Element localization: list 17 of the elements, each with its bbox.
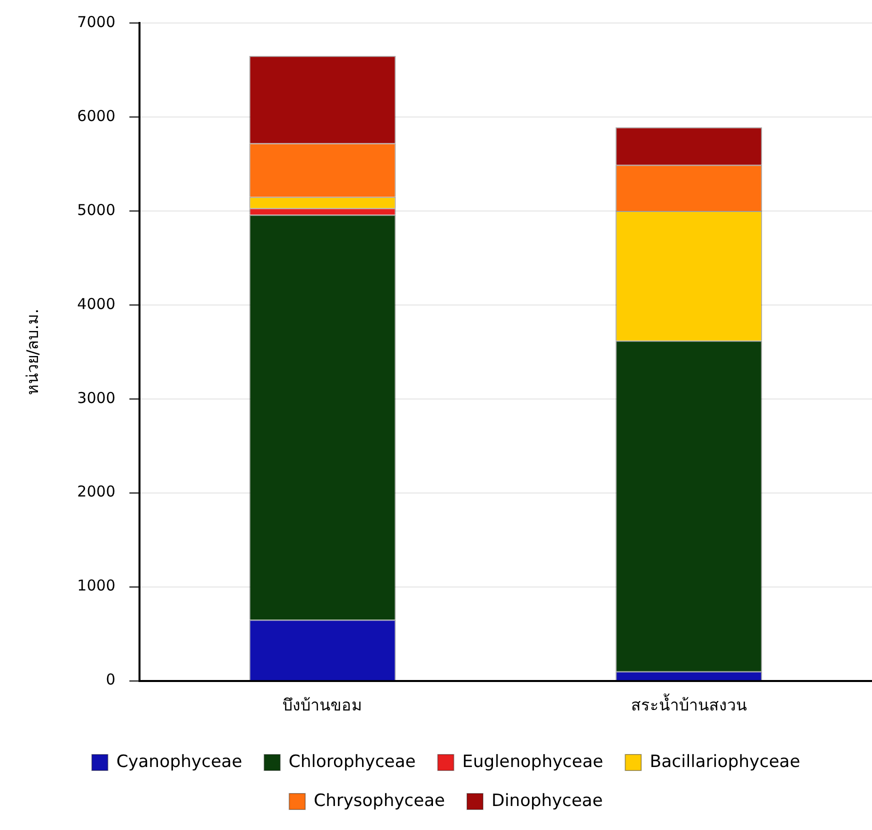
- legend-label: Bacillariophyceae: [650, 752, 800, 772]
- x-tick-label: บึงบ้านขอม: [282, 696, 363, 715]
- legend-label: Dinophyceae: [491, 790, 603, 811]
- legend-label: Euglenophyceae: [462, 752, 604, 772]
- legend-label: Chlorophyceae: [288, 752, 416, 772]
- y-tick-label: 0: [106, 670, 116, 689]
- y-tick-label: 7000: [77, 12, 116, 31]
- x-tick-label: สระน้ำบ้านสงวน: [630, 694, 747, 715]
- y-tick-label: 5000: [77, 200, 116, 219]
- y-tick-label: 6000: [77, 106, 116, 125]
- y-tick-label: 1000: [77, 576, 116, 595]
- legend-label: Cyanophyceae: [116, 752, 242, 772]
- legend-label: Chrysophyceae: [314, 790, 445, 811]
- y-axis-title: หน่วย/ลบ.ม.: [22, 308, 42, 396]
- y-tick-label: 2000: [77, 482, 116, 501]
- y-tick-label: 3000: [77, 388, 116, 407]
- y-tick-label: 4000: [77, 294, 116, 313]
